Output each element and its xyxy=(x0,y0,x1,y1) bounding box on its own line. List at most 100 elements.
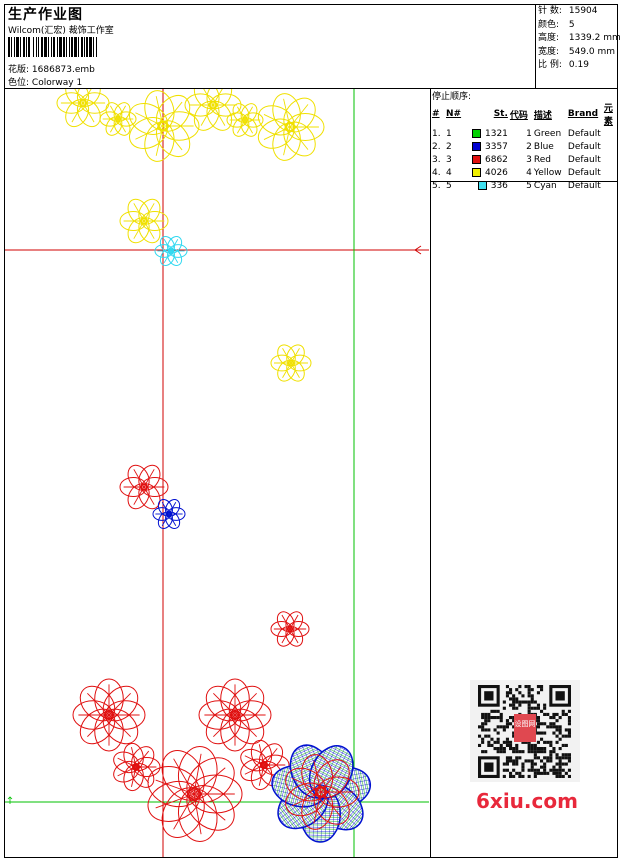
barcode-bar xyxy=(89,37,92,57)
col-description: 描述 xyxy=(533,110,552,121)
qr-cell xyxy=(512,731,516,735)
qr-cell xyxy=(505,759,509,763)
qr-cell xyxy=(558,716,562,720)
qr-cell xyxy=(509,703,513,707)
flower-center-inner xyxy=(105,711,113,719)
flower-petal xyxy=(72,700,114,730)
qr-cell xyxy=(558,765,562,769)
design-file-label: 花版: xyxy=(8,65,30,75)
flower-petal xyxy=(193,89,220,110)
watermark-brand: 6xiu.com xyxy=(476,789,578,813)
qr-cell xyxy=(527,703,531,707)
stitch-count: 6862 xyxy=(485,154,508,165)
qr-cell xyxy=(481,737,485,741)
qr-cell xyxy=(496,750,500,754)
row-element xyxy=(603,179,620,192)
row-code: 2 xyxy=(526,141,532,152)
flower-petal xyxy=(138,198,161,225)
flower-petal xyxy=(165,499,181,517)
qr-cell xyxy=(512,762,516,766)
qr-cell xyxy=(487,740,491,744)
qr-cell xyxy=(502,774,506,778)
flower-center xyxy=(287,359,295,367)
qr-cell xyxy=(524,700,528,704)
qr-cell xyxy=(490,716,494,720)
barcode-bar xyxy=(14,37,15,57)
row-brand: Default xyxy=(567,167,601,178)
qr-cell xyxy=(530,762,534,766)
flower-center xyxy=(103,709,115,721)
qr-cell xyxy=(552,725,556,729)
flower-petal xyxy=(147,780,200,822)
qr-cell xyxy=(527,750,531,754)
flower-center xyxy=(286,625,294,633)
embroidery-design-canvas xyxy=(5,89,429,857)
qr-cell xyxy=(530,688,534,692)
flower-petal xyxy=(161,750,205,801)
flower-petal xyxy=(167,236,183,254)
flower-petal xyxy=(240,758,268,782)
company-name: Wilcom(汇宏) 裁饰工作室 xyxy=(8,26,114,36)
qr-cell xyxy=(509,774,513,778)
stat-height: 高度: 1339.2 mm xyxy=(538,33,620,43)
qr-cell xyxy=(567,716,571,720)
qr-cell xyxy=(543,712,547,716)
qr-cell xyxy=(515,762,519,766)
flower-petal xyxy=(159,236,175,254)
design-file-value: 1686873.emb xyxy=(31,65,95,75)
qr-cell xyxy=(533,762,537,766)
qr-cell xyxy=(518,703,522,707)
qr-cell xyxy=(502,768,506,772)
qr-cell xyxy=(549,740,553,744)
qr-cell xyxy=(549,753,553,757)
qr-cell xyxy=(505,737,509,741)
qr-cell xyxy=(567,753,571,757)
col-stitches: St. xyxy=(493,109,508,119)
qr-cell xyxy=(487,716,491,720)
qr-cell xyxy=(530,765,534,769)
qr-cell xyxy=(509,688,513,692)
qr-cell xyxy=(505,740,509,744)
qr-cell xyxy=(484,719,488,723)
barcode-bar xyxy=(63,37,65,57)
stop-panel-bottom-line xyxy=(430,181,618,182)
qr-cell xyxy=(536,747,540,751)
flower-vein xyxy=(193,767,226,795)
qr-cell xyxy=(536,740,540,744)
guide-marker xyxy=(414,245,422,255)
qr-cell xyxy=(484,712,488,716)
qr-cell xyxy=(521,740,525,744)
qr-finder-core xyxy=(484,691,494,701)
flower-petal xyxy=(131,763,155,788)
qr-cell xyxy=(561,712,565,716)
flower-center xyxy=(284,121,296,133)
qr-cell xyxy=(478,743,482,747)
flower-center xyxy=(168,248,174,254)
qr-cell xyxy=(536,771,540,775)
barcode-bar xyxy=(36,37,37,57)
qr-cell xyxy=(487,712,491,716)
qr-cell xyxy=(530,706,534,710)
qr-cell xyxy=(518,756,522,760)
colorway-line: 色位: Colorway 1 xyxy=(8,75,82,88)
row-code: 3 xyxy=(526,154,532,165)
qr-cell xyxy=(549,750,553,754)
qr-cell xyxy=(521,750,525,754)
qr-cell xyxy=(564,734,568,738)
qr-cell xyxy=(555,768,559,772)
qr-cell xyxy=(487,719,491,723)
qr-cell xyxy=(524,759,528,763)
qr-cell xyxy=(536,716,540,720)
flower-petal xyxy=(127,464,150,491)
qr-cell xyxy=(543,740,547,744)
barcode-bar xyxy=(33,37,34,57)
flower-center xyxy=(229,709,241,721)
flower-petal xyxy=(257,118,295,149)
qr-cell xyxy=(564,743,568,747)
qr-cell xyxy=(536,756,540,760)
qr-cell xyxy=(499,719,503,723)
qr-cell xyxy=(552,731,556,735)
qr-cell xyxy=(493,728,497,732)
qr-cell xyxy=(496,709,500,713)
qr-cell xyxy=(512,703,516,707)
